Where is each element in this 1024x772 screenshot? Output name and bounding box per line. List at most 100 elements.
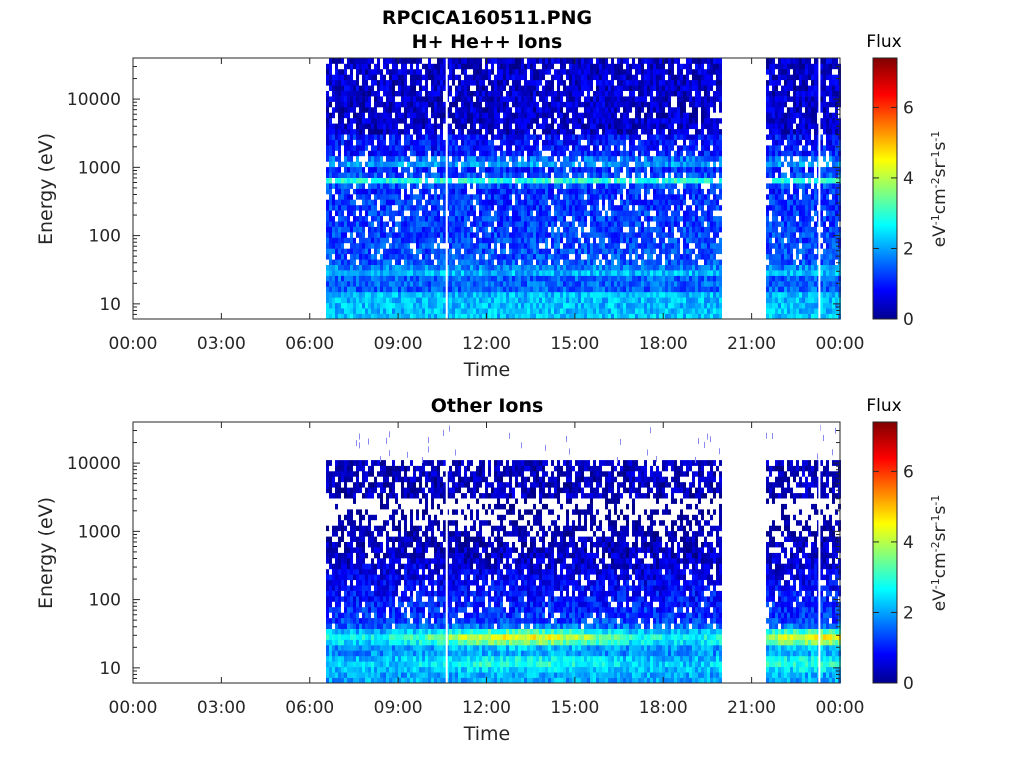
spectrogram-cell xyxy=(395,101,398,108)
spectrogram-cell xyxy=(527,63,530,70)
spectrogram-cell xyxy=(461,264,464,271)
spectrogram-cell xyxy=(437,248,440,255)
spectrogram-cell xyxy=(584,204,587,211)
spectrogram-cell xyxy=(593,221,596,227)
spectrogram-cell xyxy=(626,291,629,298)
spectrogram-cell xyxy=(626,128,629,135)
spectrogram-cell xyxy=(356,291,359,298)
spectrogram-cell xyxy=(332,280,335,287)
spectrogram-cell xyxy=(464,85,467,91)
spectrogram-cell xyxy=(494,237,497,244)
spectrogram-cell xyxy=(479,291,482,298)
spectrogram-cell xyxy=(572,313,575,320)
spectrogram-cell xyxy=(422,313,425,320)
spectrogram-cell xyxy=(461,199,464,206)
spectrogram-cell xyxy=(422,302,425,309)
spectrogram-cell xyxy=(623,242,626,249)
spectrogram-cell xyxy=(587,313,590,320)
spectrogram-cell xyxy=(563,155,566,162)
spectrogram-cell xyxy=(521,58,524,64)
spectrogram-cell xyxy=(335,188,338,195)
spectrogram-cell xyxy=(389,128,392,135)
spectrogram-cell xyxy=(617,280,620,287)
spectrogram-cell xyxy=(389,259,392,265)
spectrogram-cell xyxy=(608,210,611,217)
spectrogram-cell xyxy=(572,226,575,233)
spectrogram-cell xyxy=(335,232,338,238)
spectrogram-cell xyxy=(548,58,551,64)
spectrogram-cell xyxy=(515,199,518,206)
spectrogram-cell xyxy=(497,79,500,86)
spectrogram-cell xyxy=(617,308,620,314)
spectrogram-cell xyxy=(437,96,440,102)
spectrogram-cell xyxy=(377,199,380,206)
spectrogram-cell xyxy=(491,291,494,298)
spectrogram-cell xyxy=(377,155,380,162)
spectrogram-cell xyxy=(572,270,575,276)
spectrogram-cell xyxy=(608,248,611,255)
spectrogram-cell xyxy=(509,232,512,238)
spectrogram-cell xyxy=(482,313,485,320)
spectrogram-cell xyxy=(605,161,608,168)
spectrogram-cell xyxy=(560,302,563,309)
spectrogram-cell xyxy=(509,308,512,314)
spectrogram-cell xyxy=(362,58,365,64)
spectrogram-cell xyxy=(635,270,638,276)
spectrogram-cell xyxy=(509,270,512,276)
spectrogram-cell xyxy=(332,177,335,184)
spectrogram-cell xyxy=(548,117,551,124)
spectrogram-cell xyxy=(467,226,470,233)
spectrogram-cell xyxy=(437,242,440,249)
spectrogram-cell xyxy=(338,96,341,102)
spectrogram-cell xyxy=(440,101,443,108)
spectrogram-cell xyxy=(374,172,377,178)
spectrogram-cell xyxy=(578,280,581,287)
spectrogram-cell xyxy=(611,150,614,157)
spectrogram-cell xyxy=(494,166,497,173)
spectrogram-cell xyxy=(611,226,614,233)
spectrogram-cell xyxy=(581,85,584,91)
spectrogram-cell xyxy=(359,74,362,81)
spectrogram-cell xyxy=(431,150,434,157)
spectrogram-cell xyxy=(611,193,614,200)
spectrogram-cell xyxy=(380,313,383,320)
spectrogram-cell xyxy=(440,68,443,75)
spectrogram-cell xyxy=(575,270,578,276)
spectrogram-cell xyxy=(374,297,377,304)
spectrogram-cell xyxy=(617,226,620,233)
spectrogram-cell xyxy=(329,313,332,320)
spectrogram-cell xyxy=(590,193,593,200)
spectrogram-cell xyxy=(392,308,395,314)
spectrogram-cell xyxy=(518,204,521,211)
spectrogram-cell xyxy=(569,166,572,173)
spectrogram-cell xyxy=(326,259,329,265)
spectrogram-cell xyxy=(449,90,452,97)
spectrogram-cell xyxy=(548,150,551,157)
spectrogram-cell xyxy=(614,232,617,238)
spectrogram-cell xyxy=(407,308,410,314)
spectrogram-cell xyxy=(635,237,638,244)
spectrogram-cell xyxy=(482,128,485,135)
spectrogram-cell xyxy=(524,139,527,146)
spectrogram-cell xyxy=(608,101,611,108)
spectrogram-cell xyxy=(515,150,518,157)
spectrogram-cell xyxy=(572,248,575,255)
spectrogram-cell xyxy=(563,172,566,178)
spectrogram-cell xyxy=(443,237,446,244)
spectrogram-cell xyxy=(605,308,608,314)
spectrogram-cell xyxy=(482,264,485,271)
spectrogram-cell xyxy=(401,172,404,178)
spectrogram-cell xyxy=(365,139,368,146)
spectrogram-cell xyxy=(536,106,539,113)
spectrogram-cell xyxy=(536,215,539,222)
spectrogram-cell xyxy=(374,226,377,233)
spectrogram-cell xyxy=(404,90,407,97)
spectrogram-cell xyxy=(581,237,584,244)
spectrogram-cell xyxy=(377,106,380,113)
spectrogram-cell xyxy=(518,221,521,227)
spectrogram-cell xyxy=(608,150,611,157)
spectrogram-cell xyxy=(467,79,470,86)
spectrogram-cell xyxy=(581,313,584,320)
spectrogram-cell xyxy=(512,74,515,81)
spectrogram-cell xyxy=(374,242,377,249)
